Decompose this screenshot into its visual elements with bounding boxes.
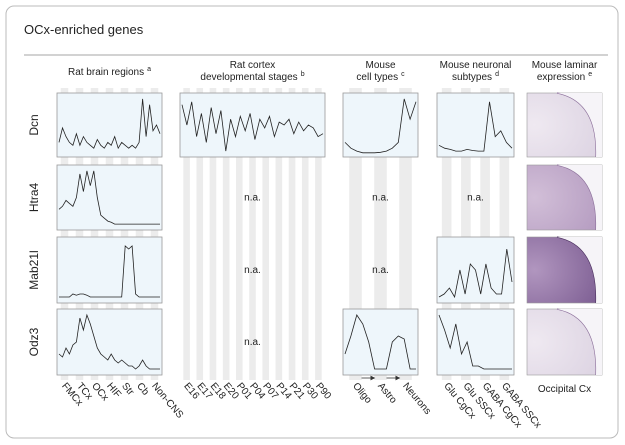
column-note: e — [588, 71, 592, 78]
plot-panel — [343, 93, 418, 157]
plot-panel — [57, 309, 162, 375]
column-title-text: Mouse — [365, 60, 395, 71]
column-title: developmental stages b — [200, 71, 304, 83]
row-label: Mab21l — [27, 250, 41, 289]
row-label: Dcn — [27, 114, 41, 135]
column-title-text: Mouse neuronal — [440, 60, 512, 71]
figure-title: OCx-enriched genes — [24, 22, 144, 37]
column-title-text: expression — [537, 72, 585, 83]
x-label: Occipital Cx — [538, 384, 591, 395]
not-available: n.a. — [244, 193, 261, 204]
plot-panel — [57, 93, 162, 157]
column-note: d — [495, 71, 499, 78]
column-title: Rat cortex — [230, 60, 276, 71]
not-available: n.a. — [372, 265, 389, 276]
column-title: Mouse — [365, 60, 395, 71]
figure: OCx-enriched genes Rat brain regionsaFMC… — [0, 0, 625, 445]
row-label: Htra4 — [27, 183, 41, 213]
not-available: n.a. — [372, 193, 389, 204]
not-available: n.a. — [244, 265, 261, 276]
column-note: c — [401, 71, 405, 78]
column-title: Mouse laminar — [532, 60, 598, 71]
column-title-text: Mouse laminar — [532, 60, 598, 71]
column-note: b — [301, 71, 305, 78]
plot-panel — [437, 93, 514, 157]
column-title-text: subtypes — [452, 72, 492, 83]
plot-panel — [57, 237, 162, 303]
column-title: Mouse neuronal — [440, 60, 512, 71]
row-label: Odz3 — [27, 327, 41, 356]
column-title-text: cell types — [356, 72, 398, 83]
plot-panel — [343, 309, 418, 375]
column-title-text: developmental stages — [200, 72, 297, 83]
column-title-text: Rat brain regions — [68, 67, 144, 78]
column-note: a — [147, 66, 151, 73]
not-available: n.a. — [467, 193, 484, 204]
not-available: n.a. — [244, 337, 261, 348]
plot-panel — [57, 165, 162, 230]
column-title-text: Rat cortex — [230, 60, 276, 71]
